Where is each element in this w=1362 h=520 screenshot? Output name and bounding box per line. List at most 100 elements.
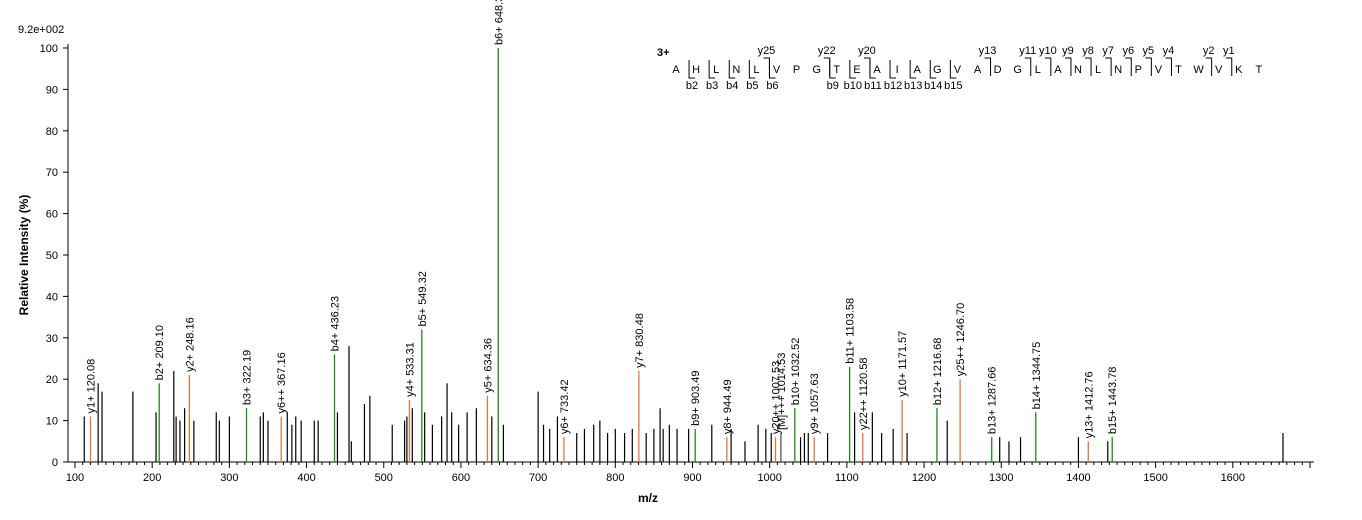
peak-labels: y1+ 120.08 b2+ 209.10 y2+ 248.16 b3+ 322.19… xyxy=(85,0,1119,438)
residue: N xyxy=(1074,64,1082,76)
x-axis-label: m/z xyxy=(638,491,658,505)
intensity-scale-label: 9.2e+002 xyxy=(18,24,64,36)
b-cleavage-mark xyxy=(728,60,736,79)
peptide-charge: 3+ xyxy=(657,47,670,59)
peak-label: b11+ 1103.58 xyxy=(845,298,857,364)
b-ion-tag: b15 xyxy=(944,80,962,92)
y-cleavage-mark xyxy=(1225,57,1233,76)
y-ion-tag: y13 xyxy=(979,45,997,57)
residue: A xyxy=(974,64,982,76)
residue: P xyxy=(793,64,800,76)
peak-label: y20++ 1007.53 xyxy=(770,361,782,434)
peak-label: b4+ 436.23 xyxy=(330,296,342,351)
y-ion-tag: y22 xyxy=(818,45,836,57)
b-ion-tag: b3 xyxy=(706,80,718,92)
b-cleavage-mark xyxy=(909,60,917,79)
peak-label: b12+ 1216.68 xyxy=(932,338,944,406)
residue: I xyxy=(896,64,899,76)
y-tick-label: 50 xyxy=(46,250,58,262)
peak-label: y22++ 1120.58 xyxy=(858,357,870,430)
residue: E xyxy=(853,64,860,76)
peak-label: b5+ 549.32 xyxy=(417,271,429,326)
residue: V xyxy=(773,64,781,76)
y-ion-tag: y2 xyxy=(1203,45,1215,57)
residue: D xyxy=(994,64,1002,76)
b-cleavage-mark xyxy=(949,60,957,79)
x-tick-label: 1100 xyxy=(835,472,859,484)
residue: N xyxy=(732,64,740,76)
peak-label: [M]+++ 1014.53 xyxy=(776,353,788,430)
residue: A xyxy=(914,64,922,76)
residue: V xyxy=(954,64,962,76)
b-cleavage-mark xyxy=(829,60,836,79)
x-tick-label: 100 xyxy=(66,472,84,484)
b-ion-tag: b2 xyxy=(686,80,698,92)
x-tick-label: 700 xyxy=(529,472,547,484)
y-tick-label: 20 xyxy=(46,374,58,386)
residue: K xyxy=(1235,64,1243,76)
y-cleavage-mark xyxy=(1145,57,1152,76)
y-ion-tag: y20 xyxy=(858,45,876,57)
x-tick-label: 400 xyxy=(297,472,315,484)
b-ion-tag: b10 xyxy=(844,80,862,92)
y-tick-label: 10 xyxy=(46,416,58,428)
peak-label: y13+ 1412.76 xyxy=(1083,371,1095,438)
peak-label: y10+ 1171.57 xyxy=(897,331,909,397)
x-tick-label: 800 xyxy=(606,472,624,484)
peak-label: b2+ 209.10 xyxy=(154,325,166,380)
peak-label: y1+ 120.08 xyxy=(85,359,97,414)
residue: T xyxy=(1175,64,1182,76)
b-ion-tag: b4 xyxy=(726,80,738,92)
y-ion-tag: y5 xyxy=(1143,45,1155,57)
peak-label: y2+ 248.16 xyxy=(184,317,196,372)
peak-label: b13+ 1287.66 xyxy=(987,367,999,435)
y-cleavage-mark xyxy=(1085,57,1092,76)
y-cleavage-mark xyxy=(1105,57,1112,76)
b-cleavage-mark xyxy=(688,60,696,79)
b-cleavage-mark xyxy=(748,60,756,79)
y-ion-tag: y1 xyxy=(1223,45,1235,57)
peak-label: b3+ 322.19 xyxy=(242,350,254,405)
y-ion-tag: y9 xyxy=(1062,45,1074,57)
y-ion-tag: y4 xyxy=(1163,45,1175,57)
residue: G xyxy=(1013,64,1022,76)
b-ion-tag: b11 xyxy=(864,80,882,92)
residue: V xyxy=(1155,64,1163,76)
x-tick-label: 1300 xyxy=(989,472,1013,484)
y-cleavage-mark xyxy=(984,57,992,76)
y-ion-tag: y10 xyxy=(1039,45,1057,57)
residue: H xyxy=(692,64,700,76)
residue: L xyxy=(1095,64,1101,76)
residue: L xyxy=(1035,64,1041,76)
residue: A xyxy=(1054,64,1062,76)
b-cleavage-mark xyxy=(889,60,897,79)
x-tick-label: 200 xyxy=(143,472,161,484)
residue: G xyxy=(812,64,821,76)
residue: T xyxy=(1256,64,1263,76)
b-cleavage-mark xyxy=(708,60,716,79)
b-ion-tag: b6 xyxy=(766,80,778,92)
peak-label: y25++ 1246.70 xyxy=(955,303,967,376)
y-tick-label: 80 xyxy=(46,126,58,138)
peak-label: y5+ 634.36 xyxy=(482,338,494,393)
residue: N xyxy=(1114,64,1122,76)
y-cleavage-mark xyxy=(1044,57,1052,76)
residue: A xyxy=(672,64,680,76)
y-tick-label: 40 xyxy=(46,291,58,303)
y-cleavage-mark xyxy=(1064,57,1072,76)
x-tick-label: 900 xyxy=(683,472,701,484)
b-cleavage-mark xyxy=(849,60,856,79)
x-tick-label: 1200 xyxy=(912,472,936,484)
x-tick-label: 600 xyxy=(452,472,470,484)
residue: G xyxy=(933,64,942,76)
residue: T xyxy=(833,64,840,76)
y-tick-label: 90 xyxy=(46,84,58,96)
residue: P xyxy=(1135,64,1142,76)
y-tick-label: 30 xyxy=(46,333,58,345)
peak-label: b10+ 1032.52 xyxy=(790,338,802,406)
axes: 0 10 20 30 40 50 60 70 80 90 100 100 200 300 400 500 600… xyxy=(40,43,1314,484)
residue: A xyxy=(873,64,881,76)
y-axis-label: Relative Intensity (%) xyxy=(17,195,31,316)
peaks xyxy=(83,48,1284,462)
